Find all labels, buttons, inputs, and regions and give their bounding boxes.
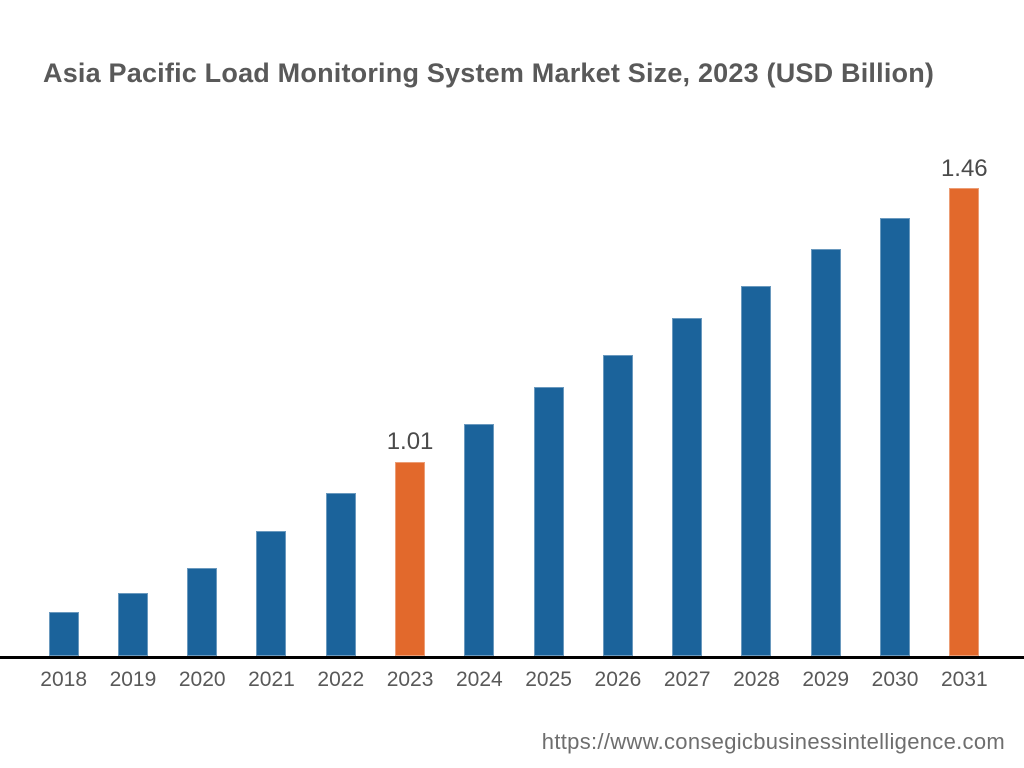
bar-2024: [464, 424, 495, 656]
bar-column: 1.46: [930, 155, 999, 656]
plot-area: 1.01 1.46: [29, 155, 999, 656]
x-tick-label: 2028: [733, 668, 780, 691]
x-tick-label: 2030: [871, 668, 919, 691]
x-tick-label: 2029: [802, 668, 850, 691]
bar-column: [98, 156, 167, 656]
bar-column: [653, 156, 722, 656]
bar-column: [168, 156, 237, 656]
bar-2027: [672, 317, 703, 656]
bar-2028: [741, 286, 772, 656]
bar-column: [722, 156, 791, 656]
x-tick-label: 2022: [317, 668, 365, 691]
x-tick-label: 2024: [455, 668, 503, 691]
x-tick-label: 2019: [109, 668, 157, 691]
bar-value-label: 1.46: [940, 155, 988, 182]
bar-2030: [880, 217, 911, 656]
bar-value-label: 1.01: [386, 428, 434, 456]
bar-2029: [810, 248, 841, 656]
bar-2020: [187, 568, 218, 656]
bar-column: [514, 156, 583, 656]
bar-column: [860, 156, 929, 656]
x-axis-ticks: 2018 2019 2020 2021 2022 2023 2024 2025 2026 2027…: [29, 668, 999, 692]
x-tick-label: 2026: [594, 668, 642, 691]
source-url-text: https://www.consegicbusinessintelligence…: [541, 729, 1005, 754]
x-tick-label: 2023: [386, 668, 434, 691]
bar-2025: [533, 386, 564, 656]
x-tick-label: 2021: [248, 668, 295, 691]
bar-2031: [949, 188, 980, 656]
bar-column: 1.01: [375, 156, 444, 656]
x-tick-label: 2018: [40, 668, 87, 691]
bar-2023: [395, 461, 426, 656]
bar-column: [237, 156, 306, 656]
bar-column: [791, 156, 860, 656]
chart-title: Asia Pacific Load Monitoring System Mark…: [43, 58, 935, 88]
bar-column: [445, 156, 514, 656]
bar-2022: [325, 493, 356, 656]
x-tick-label: 2027: [663, 668, 711, 691]
x-tick-label: 2020: [178, 668, 226, 691]
bar-2021: [256, 530, 287, 656]
bar-column: [29, 156, 98, 656]
bar-2018: [48, 612, 79, 656]
x-axis-line: [0, 656, 1024, 659]
bar-column: [306, 156, 375, 656]
bar-column: [583, 156, 652, 656]
bar-2019: [117, 593, 148, 656]
x-tick-label: 2025: [525, 668, 572, 691]
x-tick-label: 2031: [940, 668, 988, 691]
bar-2026: [602, 355, 633, 656]
